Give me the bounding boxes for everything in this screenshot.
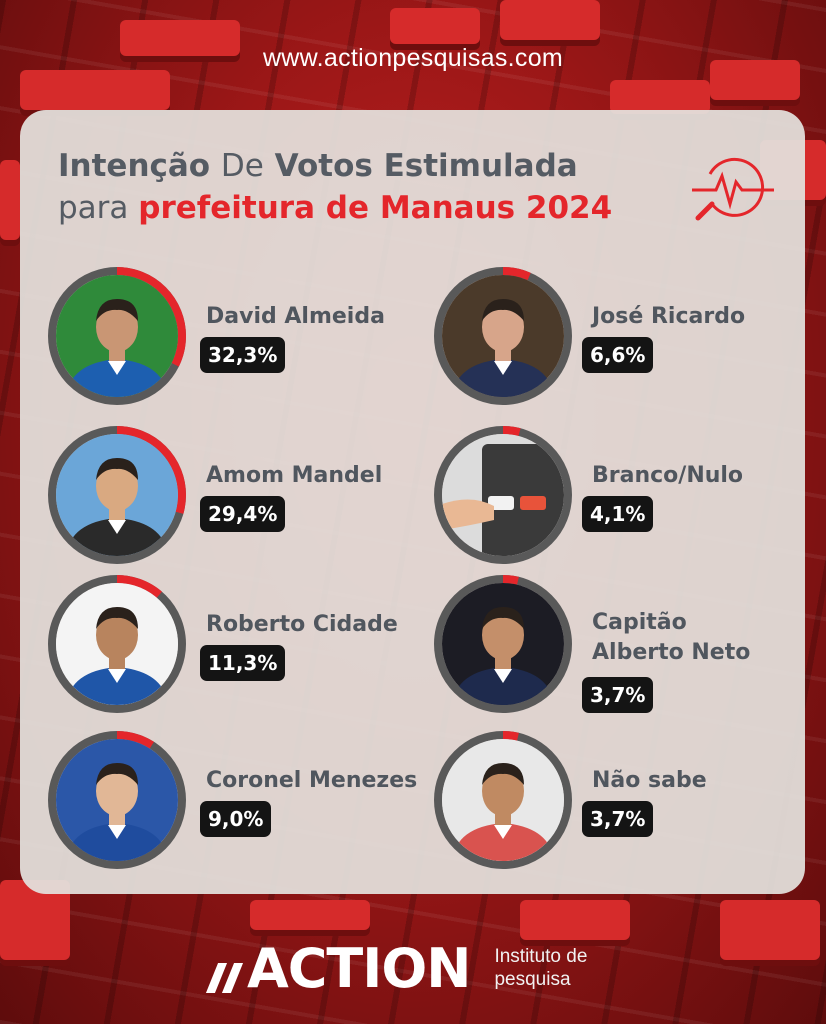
avatar-icon (442, 583, 564, 705)
avatar-icon (56, 434, 178, 556)
brand-name: ACTION (247, 936, 471, 1000)
percent-label: 4,1% (582, 496, 654, 532)
candidate-name-line: Capitão (592, 610, 687, 635)
ring-value-arc (434, 731, 572, 869)
candidate-name: Amom Mandel (206, 461, 382, 491)
candidate-name: José Ricardo (592, 302, 745, 332)
ring-value-arc (434, 426, 572, 564)
candidate-photo (56, 275, 178, 397)
candidate-photo (56, 434, 178, 556)
candidate-name-line: Amom Mandel (206, 463, 383, 488)
candidate-photo (56, 583, 178, 705)
chart-title-line1: Intenção De Votos Estimulada (58, 148, 578, 184)
percent-label: 3,7% (582, 801, 654, 837)
ballot-machine-icon (442, 434, 564, 556)
seat-shape (390, 8, 480, 44)
percent-label: 9,0% (200, 801, 272, 837)
seat-shape (500, 0, 600, 40)
seat-shape (20, 70, 170, 110)
percent-label: 29,4% (200, 496, 286, 532)
brand-slash-icon (205, 943, 244, 993)
avatar-icon (56, 583, 178, 705)
title-prefix: para (58, 190, 129, 226)
seat-shape (0, 160, 20, 240)
title-word-de: De (220, 148, 264, 184)
candidate-name: Roberto Cidade (206, 610, 398, 640)
title-word-votos: Votos Estimulada (274, 148, 578, 184)
seat-shape (710, 60, 800, 100)
seat-shape (720, 900, 820, 960)
seat-shape (120, 20, 240, 56)
percent-ring (48, 731, 186, 869)
percent-ring (48, 426, 186, 564)
chart-title-line2: para prefeitura de Manaus 2024 (58, 190, 612, 226)
avatar-icon (442, 739, 564, 861)
candidate-photo (442, 583, 564, 705)
seat-shape (250, 900, 370, 930)
avatar-icon (442, 275, 564, 397)
brand-tagline-line1: Instituto de (494, 946, 588, 967)
percent-ring (434, 575, 572, 713)
candidate-name-line: David Almeida (206, 304, 385, 329)
candidate-name: Coronel Menezes (206, 766, 417, 796)
percent-label: 3,7% (582, 677, 654, 713)
poll-magnifier-icon (692, 157, 774, 221)
avatar-icon (56, 739, 178, 861)
candidate-name-line: Não sabe (592, 768, 707, 793)
candidate-name: Não sabe (592, 766, 707, 796)
brand-tagline-line2: pesquisa (494, 969, 571, 990)
brand-logo: ACTION Instituto de pesquisa (205, 936, 587, 1000)
percent-label: 6,6% (582, 337, 654, 373)
percent-ring (48, 267, 186, 405)
percent-label: 32,3% (200, 337, 286, 373)
percent-ring (434, 731, 572, 869)
seat-shape (610, 80, 710, 114)
website-url[interactable]: www.actionpesquisas.com (262, 44, 564, 72)
candidate-photo (442, 739, 564, 861)
percent-ring (434, 426, 572, 564)
title-word-intencao: Intenção (58, 148, 211, 184)
percent-ring (48, 575, 186, 713)
candidate-name-line: Branco/Nulo (592, 463, 744, 488)
candidate-name: Branco/Nulo (592, 461, 743, 491)
ring-value-arc (434, 575, 572, 713)
candidate-name: Capitão Alberto Neto (592, 608, 750, 668)
ring-value-arc (48, 426, 186, 564)
candidate-name-line: José Ricardo (592, 304, 746, 329)
candidate-photo (56, 739, 178, 861)
title-highlight: prefeitura de Manaus 2024 (138, 190, 613, 226)
candidate-photo (442, 275, 564, 397)
ring-value-arc (434, 267, 572, 405)
seat-shape (520, 900, 630, 940)
candidate-name-line: Alberto Neto (592, 640, 751, 665)
ring-value-arc (48, 731, 186, 869)
percent-label: 11,3% (200, 645, 286, 681)
ballot-machine-photo (442, 434, 564, 556)
avatar-icon (56, 275, 178, 397)
brand-tagline: Instituto de pesquisa (494, 945, 587, 991)
percent-ring (434, 267, 572, 405)
candidate-name: David Almeida (206, 302, 385, 332)
ring-value-arc (48, 267, 186, 405)
candidate-name-line: Coronel Menezes (206, 768, 418, 793)
ring-value-arc (48, 575, 186, 713)
candidate-name-line: Roberto Cidade (206, 612, 398, 637)
